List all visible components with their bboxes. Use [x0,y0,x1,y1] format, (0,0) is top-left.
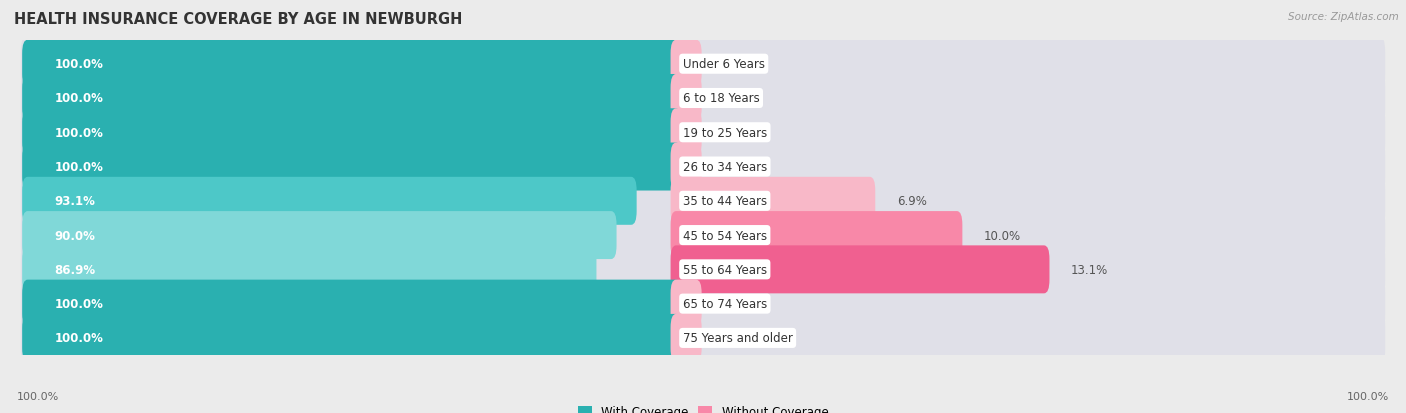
Text: 0.0%: 0.0% [723,332,752,344]
FancyBboxPatch shape [671,75,702,123]
FancyBboxPatch shape [671,109,702,157]
FancyBboxPatch shape [671,314,702,362]
Text: 86.9%: 86.9% [55,263,96,276]
FancyBboxPatch shape [22,246,596,294]
FancyBboxPatch shape [21,104,1385,161]
FancyBboxPatch shape [22,177,637,225]
Text: 10.0%: 10.0% [984,229,1021,242]
FancyBboxPatch shape [671,143,702,191]
Text: 100.0%: 100.0% [55,332,104,344]
Text: 75 Years and older: 75 Years and older [683,332,793,344]
FancyBboxPatch shape [21,70,1385,128]
FancyBboxPatch shape [671,177,876,225]
Text: 55 to 64 Years: 55 to 64 Years [683,263,766,276]
Text: 100.0%: 100.0% [17,391,59,401]
FancyBboxPatch shape [22,314,682,362]
Text: 100.0%: 100.0% [1347,391,1389,401]
Text: 45 to 54 Years: 45 to 54 Years [683,229,766,242]
Text: Under 6 Years: Under 6 Years [683,58,765,71]
FancyBboxPatch shape [671,40,702,88]
Text: Source: ZipAtlas.com: Source: ZipAtlas.com [1288,12,1399,22]
Text: 100.0%: 100.0% [55,161,104,173]
FancyBboxPatch shape [21,309,1385,367]
Text: 0.0%: 0.0% [723,58,752,71]
Text: 0.0%: 0.0% [723,297,752,311]
FancyBboxPatch shape [22,40,682,88]
Text: 19 to 25 Years: 19 to 25 Years [683,126,768,140]
Text: 6 to 18 Years: 6 to 18 Years [683,92,759,105]
Text: 93.1%: 93.1% [55,195,96,208]
Text: 100.0%: 100.0% [55,58,104,71]
Text: 65 to 74 Years: 65 to 74 Years [683,297,768,311]
Text: 90.0%: 90.0% [55,229,96,242]
Text: 100.0%: 100.0% [55,92,104,105]
Text: 0.0%: 0.0% [723,92,752,105]
Text: 35 to 44 Years: 35 to 44 Years [683,195,766,208]
FancyBboxPatch shape [671,246,1049,294]
Text: 13.1%: 13.1% [1071,263,1108,276]
FancyBboxPatch shape [21,36,1385,93]
Text: 100.0%: 100.0% [55,297,104,311]
FancyBboxPatch shape [671,211,962,259]
FancyBboxPatch shape [21,173,1385,230]
FancyBboxPatch shape [21,138,1385,196]
FancyBboxPatch shape [22,211,617,259]
FancyBboxPatch shape [22,143,682,191]
FancyBboxPatch shape [22,280,682,328]
FancyBboxPatch shape [21,207,1385,264]
Text: 100.0%: 100.0% [55,126,104,140]
FancyBboxPatch shape [21,275,1385,332]
Text: HEALTH INSURANCE COVERAGE BY AGE IN NEWBURGH: HEALTH INSURANCE COVERAGE BY AGE IN NEWB… [14,12,463,27]
Text: 0.0%: 0.0% [723,126,752,140]
Legend: With Coverage, Without Coverage: With Coverage, Without Coverage [578,406,828,413]
Text: 0.0%: 0.0% [723,161,752,173]
FancyBboxPatch shape [22,75,682,123]
FancyBboxPatch shape [21,241,1385,299]
Text: 6.9%: 6.9% [897,195,927,208]
FancyBboxPatch shape [671,280,702,328]
Text: 26 to 34 Years: 26 to 34 Years [683,161,768,173]
FancyBboxPatch shape [22,109,682,157]
